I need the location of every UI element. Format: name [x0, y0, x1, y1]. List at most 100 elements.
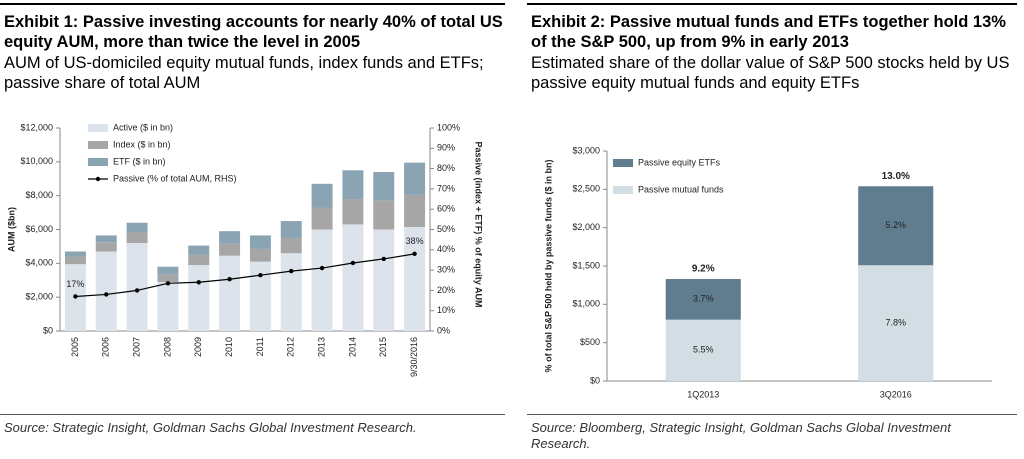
bar — [311, 183, 333, 208]
point — [412, 251, 417, 257]
value-label: 5.2% — [885, 220, 906, 230]
bar — [858, 186, 934, 266]
rule — [0, 3, 505, 5]
source: Source: Strategic Insight, Goldman Sachs… — [4, 420, 417, 435]
y-tick-label: $500 — [580, 337, 600, 347]
bar — [280, 237, 302, 254]
y-tick-label: $3,000 — [572, 145, 600, 155]
title: Exhibit 1: Passive investing accounts fo… — [4, 13, 503, 51]
point — [350, 260, 356, 266]
legend-swatch — [88, 124, 108, 132]
x-tick-label: 3Q2016 — [880, 389, 912, 399]
bar — [311, 207, 333, 230]
bar — [342, 224, 364, 331]
y-tick-label: $2,000 — [25, 292, 53, 302]
bar — [373, 200, 395, 230]
bar — [404, 226, 426, 331]
point — [381, 256, 386, 262]
y-tick-label: $12,000 — [20, 122, 53, 132]
point — [73, 294, 78, 299]
bar — [157, 266, 179, 275]
panel: Exhibit 1: Passive investing accounts fo… — [0, 0, 505, 459]
bar — [219, 231, 241, 244]
legend-swatch — [88, 141, 108, 149]
panel: Exhibit 2: Passive mutual funds and ETFs… — [527, 0, 1017, 459]
y-tick-label: $1,500 — [572, 260, 600, 270]
value-label: 7.8% — [885, 317, 906, 327]
bar — [126, 243, 148, 331]
legend-label: ETF ($ in bn) — [113, 156, 166, 166]
point — [258, 272, 263, 278]
rule — [527, 414, 1017, 415]
bar — [126, 222, 148, 233]
legend-label: Index ($ in bn) — [113, 139, 171, 149]
legend-swatch — [95, 176, 101, 182]
bar — [188, 254, 210, 266]
bar — [249, 248, 271, 262]
bar — [342, 170, 364, 200]
y-tick-label: $0 — [43, 325, 53, 335]
bar — [95, 235, 117, 243]
x-tick-label: 2011 — [255, 337, 265, 356]
legend-swatch — [88, 158, 108, 166]
legend-swatch — [613, 159, 633, 167]
bar — [126, 232, 148, 244]
chart: $0 $2,000 $4,000 $6,000 $8,000 $10,000 $12,000… — [6, 122, 483, 377]
y-tick-label: $2,000 — [572, 222, 600, 232]
bar — [404, 194, 426, 227]
x-tick-label: 2008 — [162, 337, 172, 357]
y2-tick-label: 90% — [437, 143, 455, 153]
y-tick-label: $4,000 — [25, 258, 53, 268]
bar — [219, 243, 241, 256]
y-axis-title: AUM ($bn) — [6, 207, 16, 252]
bar — [157, 274, 179, 282]
bar — [64, 256, 86, 265]
bar — [64, 251, 86, 257]
bar — [311, 229, 333, 331]
x-tick-label: 2012 — [286, 337, 296, 357]
bar — [249, 261, 271, 331]
bar — [665, 319, 741, 381]
source: Source: Bloomberg, Strategic Insight, Go… — [531, 420, 951, 451]
legend-label: Passive equity ETFs — [638, 157, 721, 167]
y2-tick-label: 30% — [437, 264, 455, 274]
subtitle: Estimated share of the dollar value of S… — [531, 54, 1010, 92]
y-tick-label: $10,000 — [20, 156, 53, 166]
point — [134, 288, 140, 293]
x-tick-label: 2010 — [224, 337, 234, 357]
y2-tick-label: 60% — [437, 204, 455, 214]
point — [104, 292, 109, 297]
bar — [188, 245, 210, 255]
x-tick-label: 2014 — [347, 337, 357, 357]
bar — [249, 235, 271, 249]
x-tick-label: 2006 — [101, 337, 111, 357]
y-tick-label: $8,000 — [25, 190, 53, 200]
legend-label: Passive (% of total AUM, RHS) — [113, 173, 237, 183]
bar — [665, 279, 741, 320]
bar — [95, 242, 117, 252]
x-tick-label: 2005 — [70, 337, 80, 357]
x-tick-label: 2013 — [316, 337, 326, 357]
y2-tick-label: 10% — [437, 305, 455, 315]
y2-tick-label: 40% — [437, 244, 455, 254]
legend-swatch — [613, 186, 633, 194]
point — [196, 280, 201, 285]
y-tick-label: $2,500 — [572, 184, 600, 194]
y-tick-label: $6,000 — [25, 224, 53, 234]
rule — [527, 3, 1017, 5]
y-tick-label: $0 — [590, 375, 600, 385]
subtitle: AUM of US-domiciled equity mutual funds,… — [4, 54, 484, 92]
y2-tick-label: 50% — [437, 224, 455, 234]
chart: $0 $500 $1,000 $1,500 $2,000 $2,500 $3,000 % of… — [543, 145, 992, 399]
x-tick-label: 2007 — [131, 337, 141, 357]
title: Exhibit 2: Passive mutual funds and ETFs… — [531, 13, 1006, 51]
legend-label: Active ($ in bn) — [113, 122, 173, 132]
y-axis-title: % of total S&P 500 held by passive funds… — [543, 160, 553, 373]
value-label: 38% — [406, 236, 424, 246]
legend-label: Passive mutual funds — [638, 184, 724, 194]
bar — [219, 255, 241, 331]
bar — [280, 221, 302, 238]
x-tick-label: 1Q2013 — [687, 389, 719, 399]
bar — [188, 265, 210, 331]
